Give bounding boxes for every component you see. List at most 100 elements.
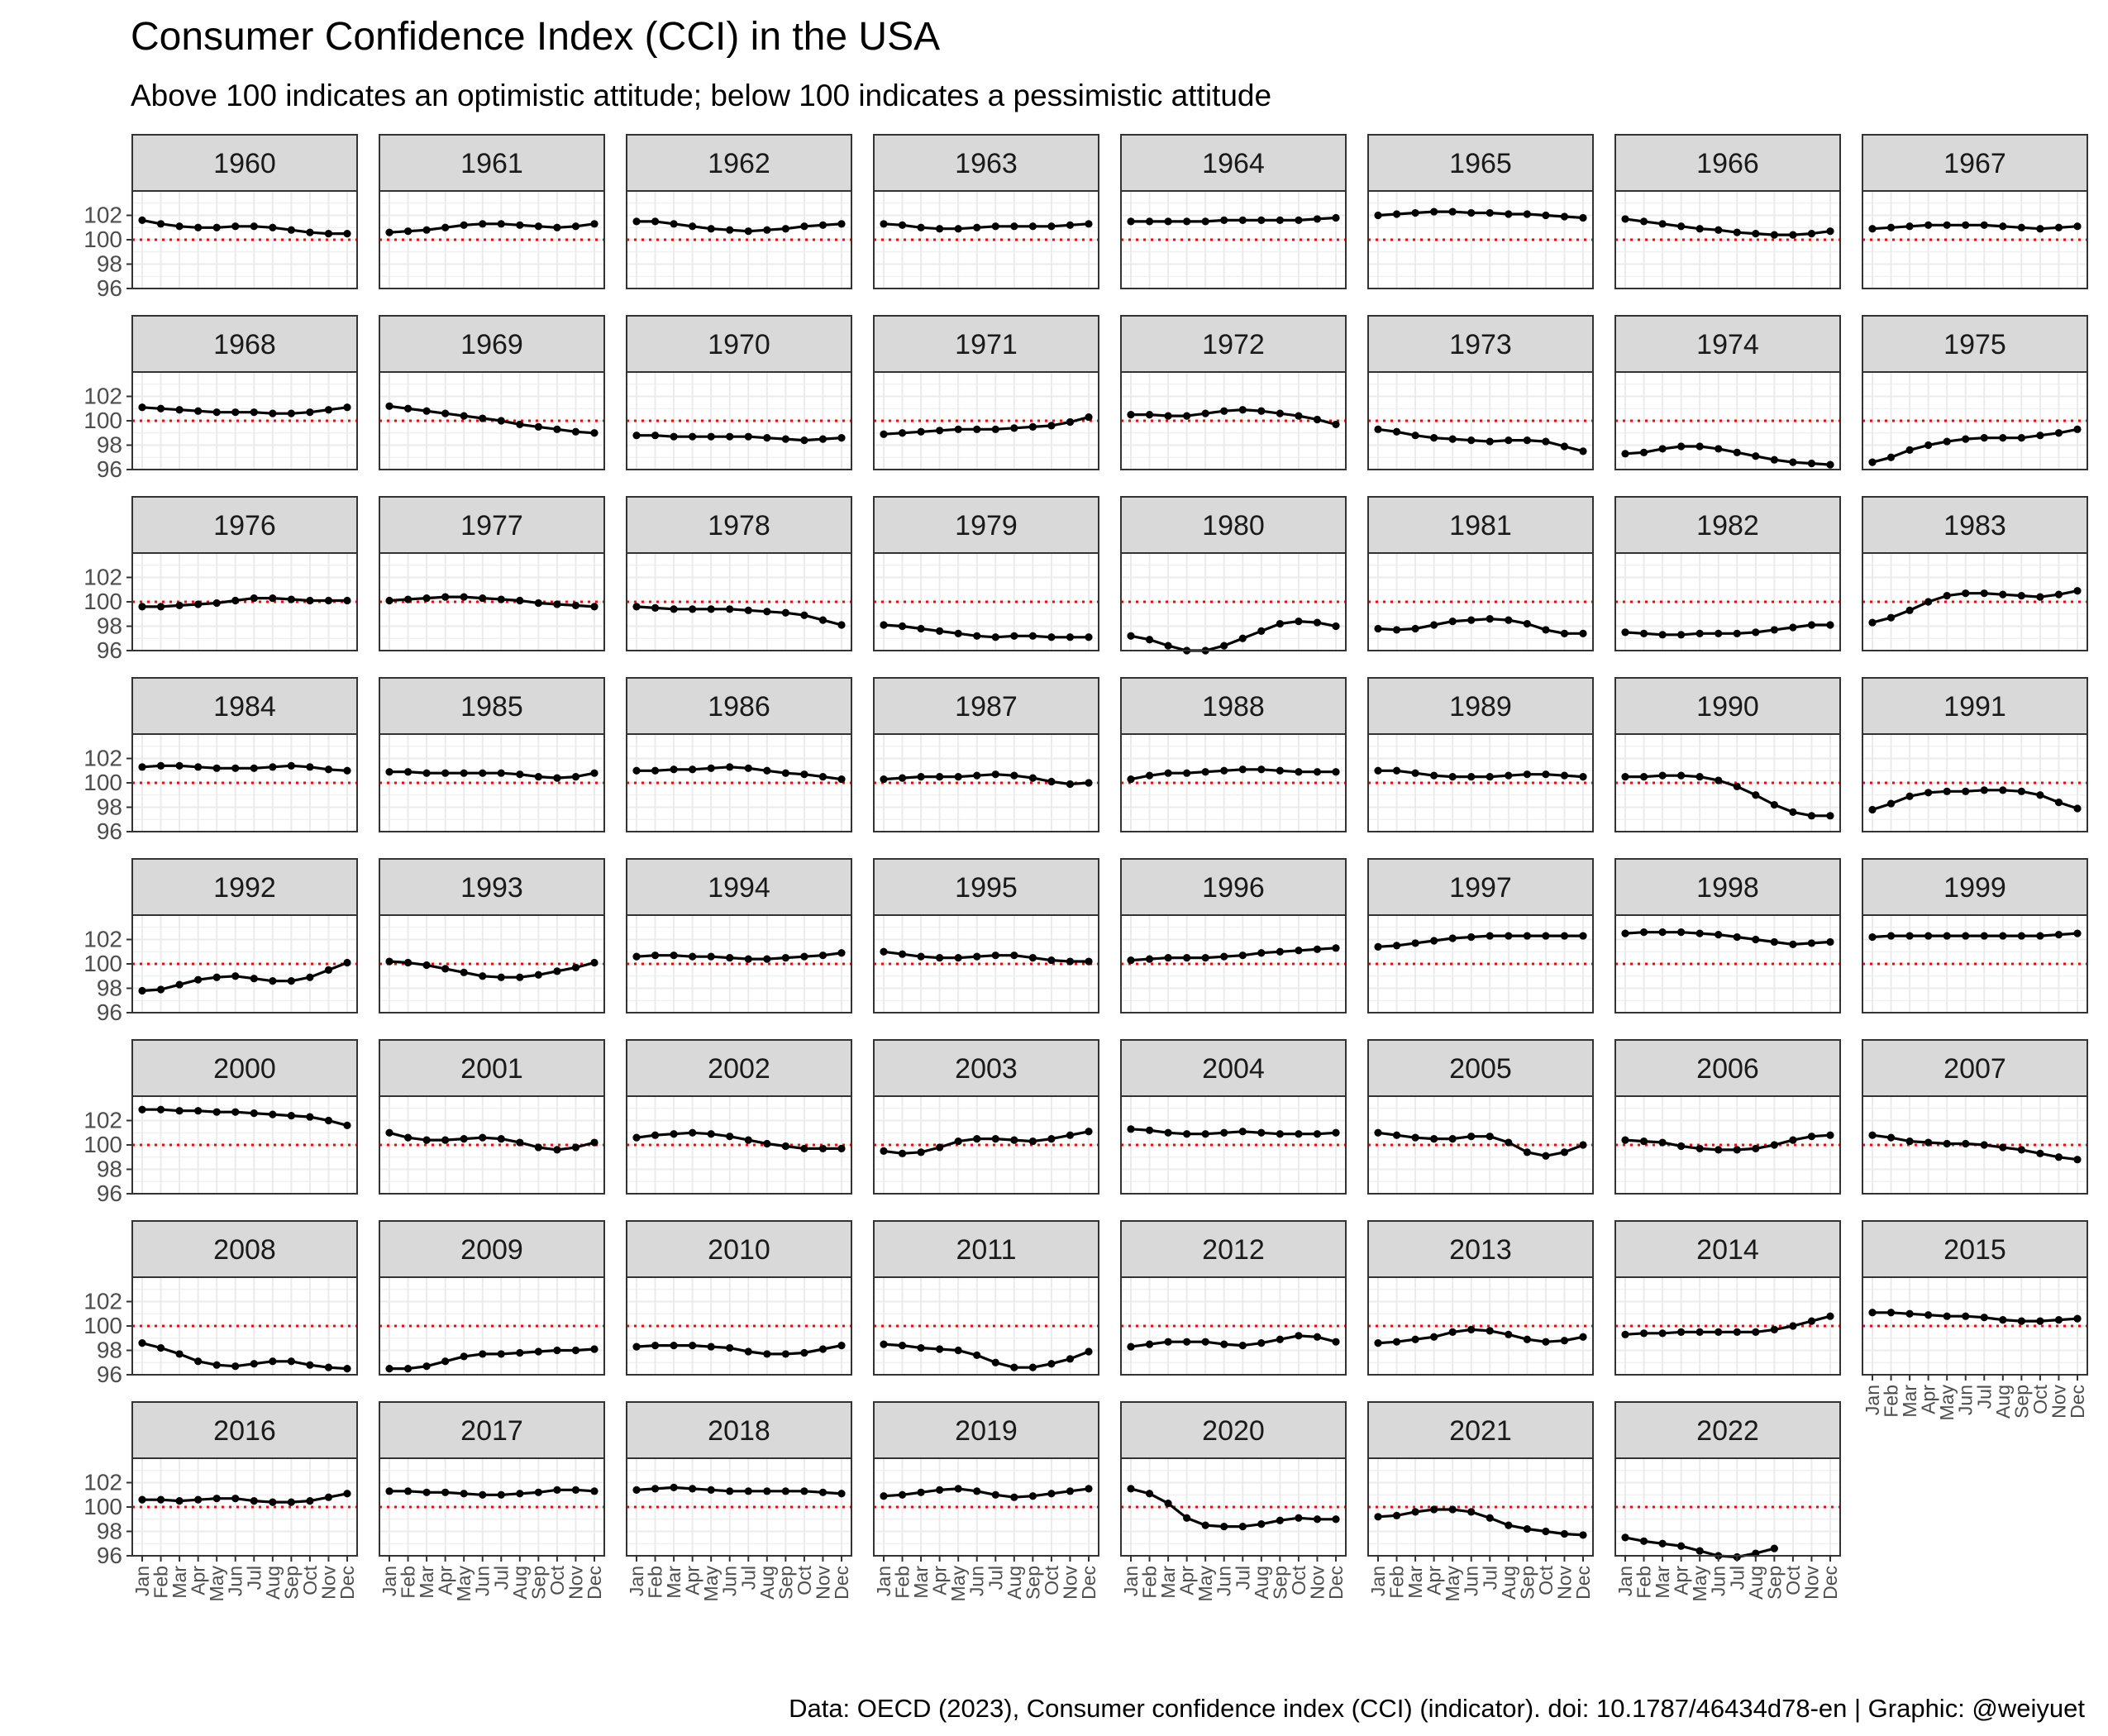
facet-border bbox=[626, 1276, 852, 1376]
data-point bbox=[1715, 1328, 1723, 1336]
data-point bbox=[763, 608, 771, 616]
x-tick-label: Nov bbox=[2048, 1385, 2069, 1419]
facet-border bbox=[1120, 914, 1347, 1013]
data-point bbox=[936, 1345, 944, 1353]
facet-border bbox=[626, 733, 852, 832]
data-point bbox=[1962, 435, 1970, 443]
data-point bbox=[1374, 1513, 1382, 1521]
data-point bbox=[1164, 1499, 1172, 1508]
data-point bbox=[880, 1147, 888, 1155]
facet-panel-1999: 1999 bbox=[1862, 858, 2088, 1013]
facet-strip-label: 2018 bbox=[708, 1415, 770, 1447]
data-point bbox=[534, 1347, 542, 1356]
data-point bbox=[1789, 623, 1797, 632]
facet-strip-label: 1968 bbox=[213, 329, 276, 360]
data-point bbox=[781, 608, 789, 617]
data-point bbox=[1752, 628, 1760, 637]
data-point bbox=[1085, 220, 1093, 228]
data-point bbox=[651, 766, 660, 775]
data-point bbox=[1770, 231, 1778, 239]
data-point bbox=[1276, 216, 1284, 224]
data-point bbox=[1639, 1329, 1648, 1338]
data-point bbox=[385, 228, 393, 236]
data-point bbox=[763, 1487, 771, 1495]
data-point bbox=[1542, 1527, 1550, 1536]
facet-border bbox=[379, 1457, 605, 1557]
data-point bbox=[1374, 624, 1382, 633]
chart-caption: Data: OECD (2023), Consumer confidence i… bbox=[789, 1694, 2085, 1723]
facet-panel-1964: 1964 bbox=[1120, 134, 1347, 289]
data-point bbox=[880, 947, 888, 956]
data-point bbox=[497, 220, 505, 228]
data-point bbox=[1579, 1531, 1587, 1539]
data-point bbox=[1770, 937, 1778, 947]
data-point bbox=[818, 221, 827, 229]
data-point bbox=[1715, 226, 1723, 234]
data-point bbox=[1695, 629, 1704, 637]
data-point bbox=[250, 408, 258, 417]
x-tick-label: Jun bbox=[225, 1566, 246, 1596]
data-point bbox=[991, 1358, 999, 1366]
data-point bbox=[1962, 1139, 1970, 1148]
data-point bbox=[1943, 221, 1951, 229]
data-point bbox=[1028, 222, 1037, 231]
facet-strip-label: 1986 bbox=[708, 691, 770, 723]
data-point bbox=[231, 1108, 240, 1116]
data-point bbox=[689, 952, 697, 961]
facet-panel-1988: 1988 bbox=[1120, 677, 1347, 832]
data-point bbox=[1164, 217, 1172, 226]
data-point bbox=[343, 596, 351, 605]
facet-panel-1970: 1970 bbox=[626, 315, 852, 470]
y-tick-label: 102 bbox=[83, 1470, 122, 1495]
data-point bbox=[2073, 929, 2082, 937]
data-point bbox=[590, 603, 599, 611]
data-point bbox=[744, 955, 752, 963]
data-point bbox=[1789, 231, 1797, 239]
data-point bbox=[1164, 412, 1172, 420]
data-point bbox=[1770, 455, 1778, 464]
facet-border bbox=[1367, 733, 1594, 832]
data-point bbox=[837, 220, 846, 228]
data-point bbox=[1295, 412, 1303, 420]
data-point bbox=[1560, 1148, 1569, 1157]
data-point bbox=[1826, 937, 1834, 947]
data-point bbox=[231, 596, 240, 605]
data-point bbox=[571, 1486, 580, 1494]
facet-strip-label: 1980 bbox=[1202, 510, 1265, 541]
data-point bbox=[1164, 769, 1172, 777]
data-point bbox=[2054, 1153, 2063, 1161]
data-point bbox=[670, 1342, 678, 1350]
data-point bbox=[403, 404, 413, 413]
data-point bbox=[324, 406, 333, 414]
data-point bbox=[534, 1488, 542, 1496]
x-tick-label: Aug bbox=[262, 1566, 284, 1600]
data-point bbox=[1028, 1137, 1037, 1146]
x-tick-label: Jul bbox=[243, 1566, 265, 1590]
facet-border bbox=[1120, 1457, 1347, 1557]
data-point bbox=[479, 414, 487, 422]
data-point bbox=[1047, 1135, 1056, 1143]
y-tick-label: 100 bbox=[83, 408, 122, 433]
facet-strip-label: 2014 bbox=[1696, 1234, 1759, 1266]
data-point bbox=[726, 226, 734, 234]
facet-strip-label: 2017 bbox=[460, 1415, 523, 1447]
facet-strip-label: 1997 bbox=[1449, 872, 1512, 904]
data-point bbox=[1145, 217, 1154, 226]
data-point bbox=[1276, 766, 1284, 775]
data-point bbox=[781, 1487, 789, 1495]
x-tick-label: May bbox=[1936, 1385, 1958, 1421]
data-point bbox=[973, 1351, 981, 1359]
facet-strip bbox=[131, 315, 358, 373]
data-point bbox=[1257, 216, 1266, 224]
data-point bbox=[2054, 799, 2063, 807]
data-point bbox=[991, 633, 999, 641]
data-point bbox=[1295, 216, 1303, 224]
data-point bbox=[1332, 420, 1340, 429]
data-point bbox=[2036, 932, 2044, 940]
data-point bbox=[936, 954, 944, 962]
x-tick-label: Jul bbox=[490, 1566, 512, 1590]
data-point bbox=[343, 766, 351, 775]
data-point bbox=[670, 765, 678, 774]
